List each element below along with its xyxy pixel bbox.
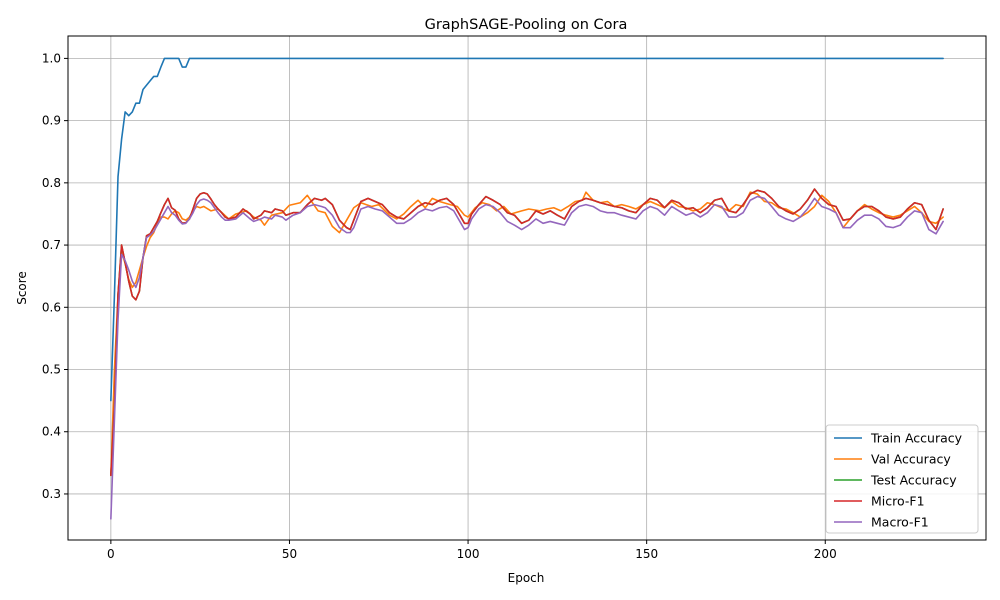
y-tick-label: 0.7 bbox=[42, 238, 61, 252]
y-tick-label: 0.9 bbox=[42, 114, 61, 128]
x-tick-label: 0 bbox=[107, 547, 115, 561]
y-tick-label: 0.5 bbox=[42, 363, 61, 377]
y-tick-label: 0.8 bbox=[42, 176, 61, 190]
y-axis-ticks: 0.3 0.4 0.5 0.6 0.7 0.8 0.9 1.0 bbox=[42, 51, 68, 501]
legend-label-val-accuracy: Val Accuracy bbox=[871, 452, 951, 467]
series-line-micro-f1 bbox=[110, 188, 944, 477]
x-tick-label: 200 bbox=[814, 547, 837, 561]
plot-area-frame bbox=[67, 35, 987, 541]
y-tick-label: 0.3 bbox=[42, 487, 61, 501]
x-tick-label: 150 bbox=[635, 547, 658, 561]
x-tick-label: 50 bbox=[282, 547, 297, 561]
legend-box bbox=[825, 424, 979, 534]
legend-label-micro-f1: Micro-F1 bbox=[871, 494, 925, 509]
x-tick-label: 100 bbox=[457, 547, 480, 561]
series-line-val-accuracy bbox=[110, 191, 944, 477]
legend: Train Accuracy Val Accuracy Test Accuracy M… bbox=[825, 424, 979, 534]
x-axis-ticks: 0 50 100 150 200 bbox=[107, 540, 837, 561]
series-line-macro-f1 bbox=[110, 195, 944, 520]
y-tick-label: 1.0 bbox=[42, 51, 61, 65]
y-tick-label: 0.6 bbox=[42, 300, 61, 314]
legend-label-train-accuracy: Train Accuracy bbox=[870, 431, 963, 446]
legend-label-test-accuracy: Test Accuracy bbox=[870, 473, 957, 488]
y-tick-label: 0.4 bbox=[42, 425, 61, 439]
y-axis-label: Score bbox=[15, 271, 29, 305]
chart-title: GraphSAGE-Pooling on Cora bbox=[425, 17, 628, 33]
legend-label-macro-f1: Macro-F1 bbox=[871, 515, 929, 530]
series-lines bbox=[110, 57, 944, 520]
x-axis-label: Epoch bbox=[508, 571, 545, 585]
series-line-train-accuracy bbox=[110, 57, 944, 402]
